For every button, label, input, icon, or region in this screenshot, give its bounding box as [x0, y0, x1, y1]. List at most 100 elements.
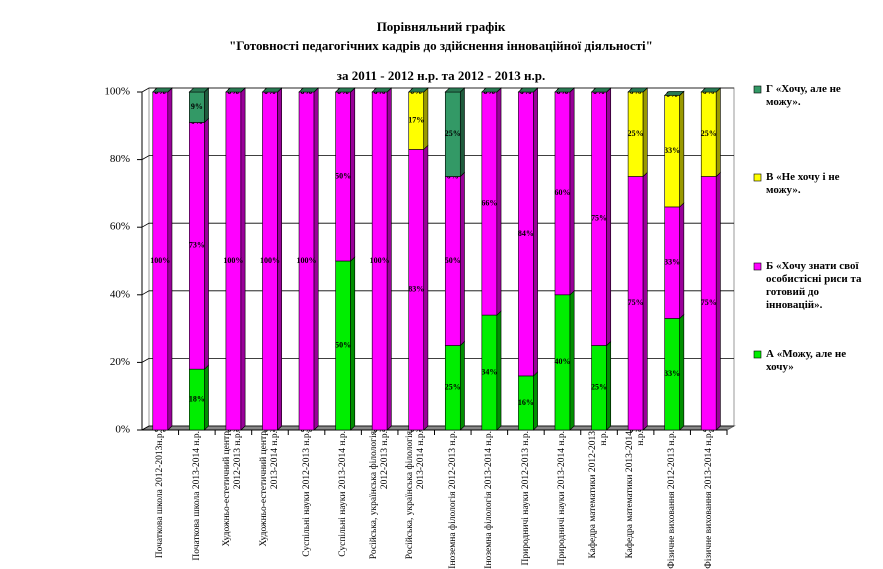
value-label: 73% — [189, 241, 205, 250]
x-tick-label: Фізичне виховання 2013-2014 н.р. — [703, 431, 714, 569]
legend-label: В «Не хочу і не можу». — [766, 171, 840, 196]
x-tick-label: Художньо-естетичний центр 2013-2014 н.р. — [258, 431, 280, 547]
grid-line — [141, 357, 734, 363]
bar-side — [533, 87, 538, 377]
legend-swatch — [753, 350, 762, 359]
value-label: 18% — [189, 394, 205, 403]
bar-top — [298, 87, 319, 93]
value-label: 50% — [445, 256, 461, 265]
legend-swatch — [753, 173, 762, 182]
bar-top — [481, 87, 502, 93]
bar-side — [569, 290, 575, 431]
y-tick-label: 0% — [115, 424, 130, 436]
bar-top — [334, 87, 356, 93]
value-label: 25% — [445, 383, 461, 392]
value-label: 9% — [191, 102, 203, 111]
bar-top — [371, 87, 393, 93]
value-label: 75% — [628, 298, 644, 307]
x-tick-label: Іноземна філологія 2012-2013 н.р. — [447, 431, 458, 569]
x-tick-label: Суспільні науки 2012-2013 н.р. — [301, 431, 312, 557]
bar-side — [715, 171, 721, 431]
value-label: 84% — [518, 229, 534, 238]
x-tick-label: Природничі науки 2012-2013 н.р. — [520, 431, 531, 566]
x-tick-label: Кафедра математики 2012-2013 н.р. — [588, 431, 610, 559]
chart-title: Порівняльний графік — [377, 19, 506, 34]
x-tick-label: Російська, українська філологія 2013-201… — [405, 431, 427, 560]
value-label: 33% — [664, 258, 680, 267]
bar-side — [459, 87, 465, 178]
value-label: 25% — [701, 129, 717, 138]
bar-top — [152, 87, 173, 93]
grid-line — [141, 290, 734, 296]
y-tick-label: 20% — [110, 356, 130, 368]
bar-top — [590, 87, 612, 93]
value-label: 25% — [628, 129, 644, 138]
value-label: 34% — [481, 367, 497, 376]
legend-label: Б «Хочу знати свої особистісні риси та г… — [766, 260, 862, 311]
bar-side — [606, 340, 612, 431]
grid-line — [141, 155, 734, 160]
value-label: 33% — [664, 146, 680, 155]
bar-top — [261, 87, 283, 93]
x-tick-label: Фізичне виховання 2012-2013 н.р. — [666, 431, 677, 569]
x-tick-label: Російська, українська філологія 2012-201… — [368, 431, 390, 560]
bar-side — [423, 144, 429, 431]
legend-swatch — [753, 85, 762, 94]
legend-label: Г «Хочу, але не можу». — [766, 83, 841, 108]
y-tick-label: 60% — [110, 221, 130, 233]
bar-side — [423, 87, 429, 151]
bar-top — [627, 87, 649, 93]
value-label: 100% — [260, 256, 280, 265]
value-label: 33% — [664, 369, 680, 378]
bar-side — [204, 87, 209, 124]
value-label: 100% — [370, 256, 390, 265]
value-label: 83% — [408, 285, 424, 294]
bar-side — [679, 313, 685, 431]
bar-side — [679, 90, 685, 208]
bar-top — [517, 87, 539, 93]
value-label: 100% — [223, 256, 243, 265]
bar-top — [188, 87, 210, 93]
x-tick-label: Початкова школа 2013-2014 н.р. — [191, 431, 202, 561]
y-tick-label: 100% — [104, 86, 130, 98]
bar-top — [663, 91, 685, 96]
grid-line — [141, 425, 734, 431]
bar-side — [350, 256, 356, 431]
value-label: 100% — [297, 256, 317, 265]
chart-subtitle: за 2011 - 2012 н.р. та 2012 - 2013 н.р. — [337, 68, 545, 83]
value-label: 75% — [591, 214, 607, 223]
bar-top — [700, 87, 722, 93]
value-label: 75% — [701, 298, 717, 307]
value-label: 16% — [518, 398, 534, 407]
bar-side — [533, 371, 538, 431]
bar-side — [606, 87, 612, 347]
chart-title: "Готовності педагогічних кадрів до здійс… — [229, 38, 653, 53]
x-tick-label: Суспільні науки 2013-2014 н.р. — [337, 431, 348, 557]
bar-side — [459, 340, 465, 431]
value-label: 100% — [150, 256, 170, 265]
legend-label: А «Можу, але не хочу» — [766, 348, 847, 373]
x-tick-label: Початкова школа 2012-2013н.р. — [154, 431, 165, 559]
x-tick-label: Іноземна філологія 2013-2014 н.р. — [483, 431, 494, 569]
bar-side — [350, 87, 356, 262]
bar-side — [679, 202, 685, 320]
bar-side — [715, 87, 721, 178]
x-tick-label: Природничі науки 2013-2014 н.р. — [556, 431, 567, 566]
bar-side — [204, 117, 209, 370]
value-label: 50% — [335, 171, 351, 180]
bar-top — [407, 87, 429, 93]
legend-swatch — [753, 262, 762, 271]
grid-line — [141, 87, 734, 93]
value-label: 17% — [408, 116, 424, 125]
value-label: 66% — [481, 198, 497, 207]
bar-side — [459, 171, 465, 347]
y-tick-label: 40% — [110, 288, 130, 300]
bar-side — [204, 364, 209, 431]
bar-side — [642, 87, 648, 178]
y-tick-label: 80% — [110, 153, 130, 165]
bar-side — [642, 171, 648, 431]
bar-top — [554, 87, 575, 93]
value-label: 60% — [554, 188, 570, 197]
